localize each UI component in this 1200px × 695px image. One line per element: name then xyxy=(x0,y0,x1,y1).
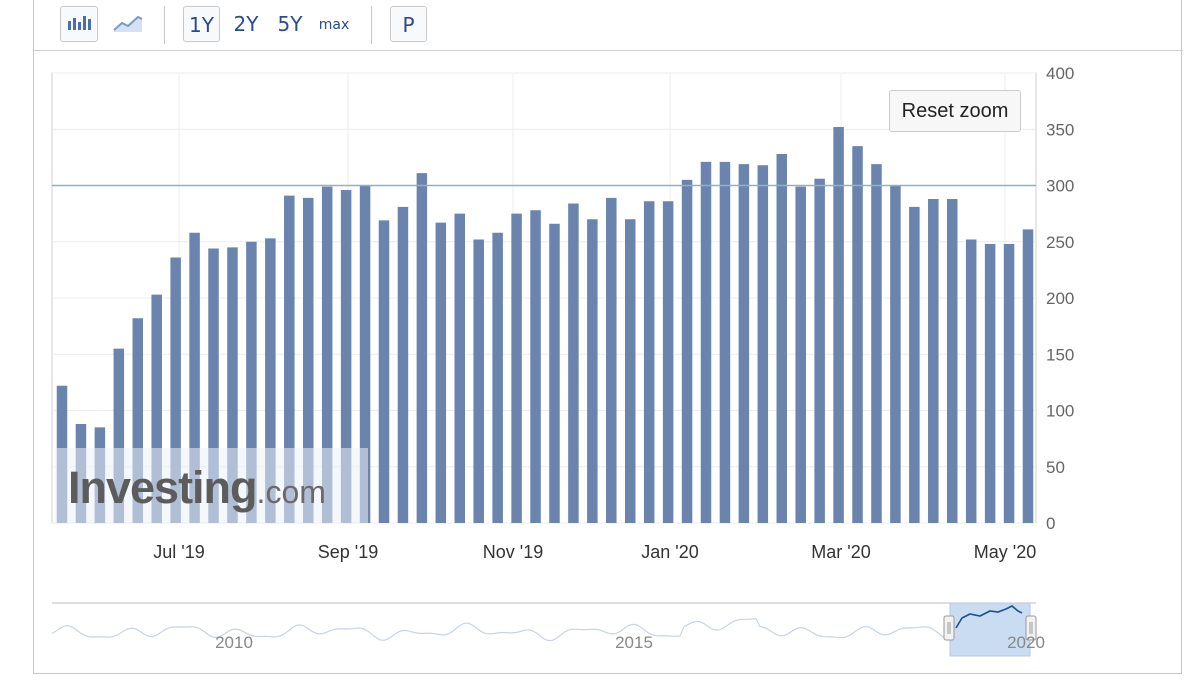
bar xyxy=(435,222,447,524)
chart-toolbar: 1Y 2Y 5Y max P xyxy=(34,0,1183,51)
bar xyxy=(530,210,541,523)
bar xyxy=(227,247,238,524)
navigator-series xyxy=(51,618,949,642)
range-2y-button[interactable]: 2Y xyxy=(233,12,259,36)
reset-zoom-button[interactable]: Reset zoom xyxy=(889,90,1021,132)
watermark-backdrop xyxy=(55,448,368,523)
bar xyxy=(473,239,484,523)
y-tick-label: 150 xyxy=(1046,345,1074,364)
x-tick-label: Sep '19 xyxy=(318,542,379,562)
bar xyxy=(984,244,996,523)
bar xyxy=(965,239,977,523)
toolbar-divider xyxy=(371,6,372,44)
navigator-selected-series xyxy=(955,605,1023,629)
x-tick-label: Jul '19 xyxy=(153,542,204,562)
bar xyxy=(151,294,162,524)
bar xyxy=(814,178,825,523)
bar xyxy=(587,219,598,523)
bar xyxy=(890,185,901,523)
bar xyxy=(757,165,769,523)
x-tick-label: Nov '19 xyxy=(483,542,543,562)
bar xyxy=(302,197,314,524)
bar xyxy=(378,220,390,524)
range-1y-button[interactable]: 1Y xyxy=(183,6,220,42)
bar xyxy=(700,161,712,524)
navigator-year-label: 2020 xyxy=(1007,633,1045,652)
bar xyxy=(1003,244,1015,523)
bar xyxy=(624,219,636,523)
bar-chart-icon xyxy=(68,16,91,30)
y-tick-label: 300 xyxy=(1046,177,1074,196)
y-tick-label: 350 xyxy=(1046,120,1074,139)
bar xyxy=(113,348,125,524)
y-tick-label: 400 xyxy=(1046,64,1074,83)
bar xyxy=(416,173,428,524)
bar xyxy=(946,199,958,523)
y-tick-label: 250 xyxy=(1046,233,1074,252)
bar xyxy=(246,241,257,523)
bar xyxy=(511,213,522,524)
bar xyxy=(397,206,409,524)
bar xyxy=(549,223,560,523)
bar xyxy=(1022,229,1034,524)
line-chart-icon xyxy=(113,15,143,32)
bar xyxy=(189,232,200,523)
bar xyxy=(662,201,674,523)
bar xyxy=(170,257,181,523)
range-5y-button[interactable]: 5Y xyxy=(277,12,303,36)
bar xyxy=(852,146,863,524)
bar xyxy=(909,206,920,524)
bar xyxy=(871,164,882,524)
bar xyxy=(776,154,788,523)
y-tick-label: 100 xyxy=(1046,402,1074,421)
navigator-handle-right[interactable] xyxy=(1025,615,1037,641)
investing-logo: Investing.com xyxy=(68,462,326,513)
bar xyxy=(568,203,579,523)
print-button[interactable]: P xyxy=(390,6,427,42)
y-tick-label: 50 xyxy=(1046,458,1065,477)
range-max-button[interactable]: max xyxy=(318,17,350,33)
bar xyxy=(719,161,731,524)
bar xyxy=(284,195,295,524)
bar xyxy=(208,248,219,523)
navigator-year-label: 2015 xyxy=(615,633,653,652)
bar xyxy=(340,190,352,523)
bar xyxy=(795,186,806,524)
line-chart-button[interactable] xyxy=(108,6,148,42)
x-tick-label: Jan '20 xyxy=(641,542,698,562)
x-tick-label: May '20 xyxy=(974,542,1036,562)
x-tick-label: Mar '20 xyxy=(811,542,870,562)
bar xyxy=(928,199,939,523)
bar xyxy=(606,197,617,524)
bar xyxy=(265,238,276,524)
navigator-year-label: 2010 xyxy=(215,633,253,652)
bar xyxy=(492,232,503,523)
bar xyxy=(681,179,693,524)
bar xyxy=(643,201,655,523)
navigator-handle-left[interactable] xyxy=(943,615,955,641)
bar xyxy=(359,185,371,523)
toolbar-divider xyxy=(164,6,165,44)
y-tick-label: 200 xyxy=(1046,289,1074,308)
bar-chart-button[interactable] xyxy=(60,6,98,42)
bar xyxy=(454,213,466,524)
bar xyxy=(833,127,844,523)
y-tick-label: 0 xyxy=(1046,514,1055,533)
bar xyxy=(132,318,144,523)
bar xyxy=(738,164,750,524)
bar xyxy=(321,186,333,524)
